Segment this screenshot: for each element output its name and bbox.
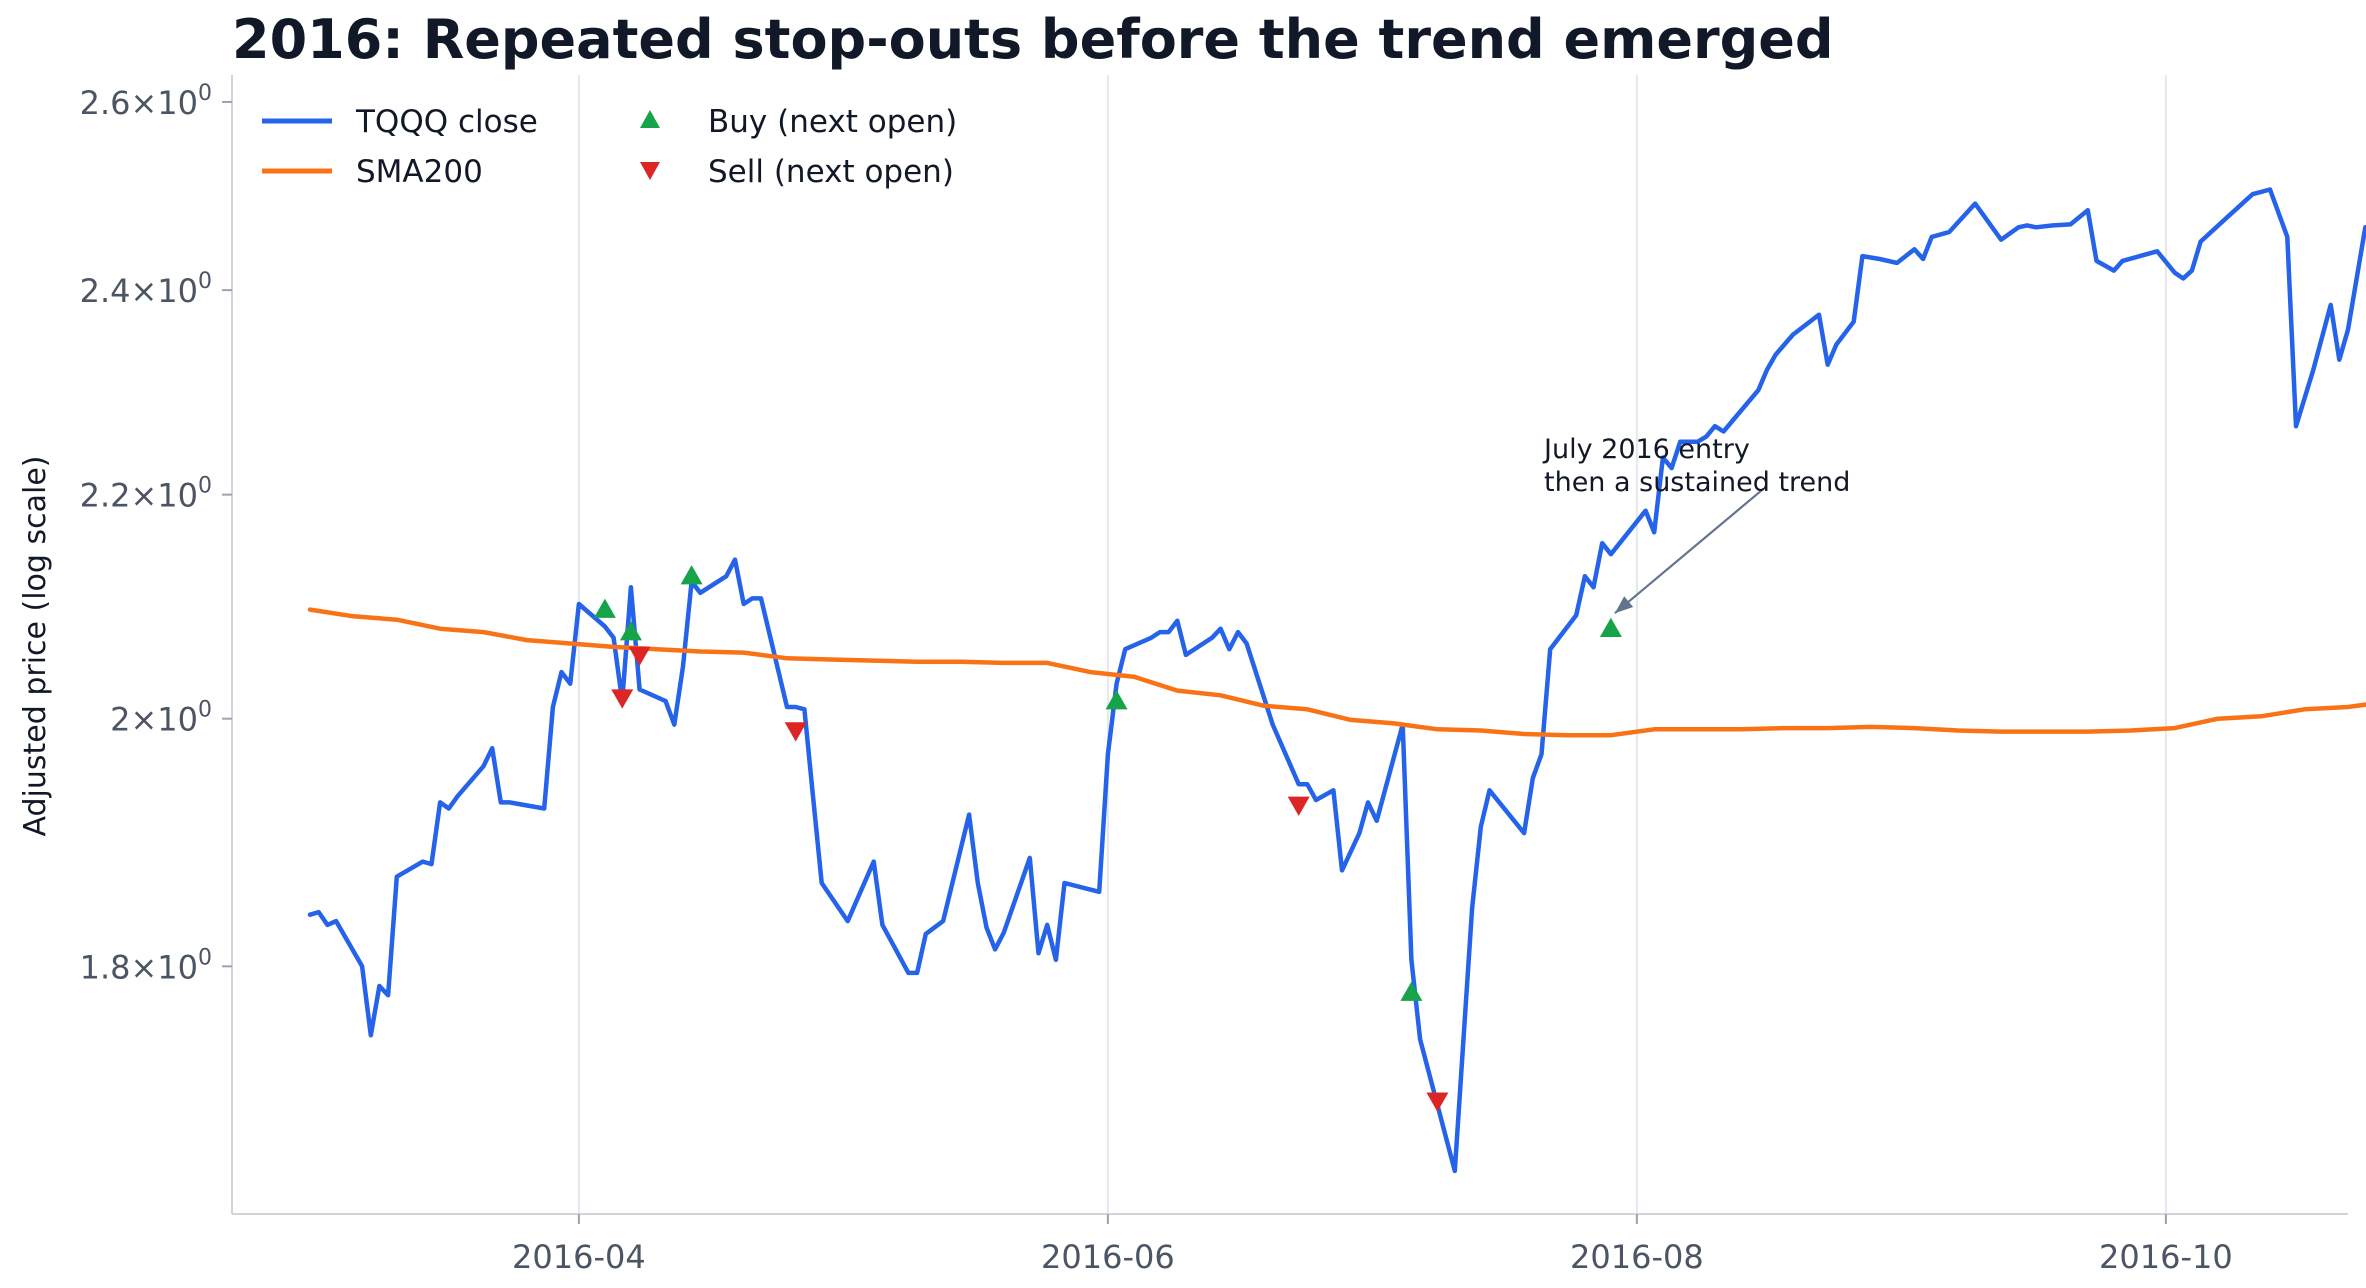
buy-marker	[619, 621, 642, 641]
annotation-arrow	[1614, 487, 1765, 615]
buy-marker	[593, 598, 616, 618]
legend-marker-sell	[640, 162, 660, 180]
x-tick-label: 2016-10	[2099, 1238, 2233, 1276]
sell-marker	[611, 689, 634, 709]
y-tick-label: 1.8×100	[80, 945, 212, 986]
legend-label-sell: Sell (next open)	[708, 154, 954, 190]
x-tick-label: 2016-08	[1570, 1238, 1704, 1276]
axes	[231, 75, 2348, 1215]
buy-marker	[1599, 617, 1622, 637]
y-ticks: 1.8×100 2×100 2.2×100 2.4×100 2.6×100	[80, 81, 232, 986]
buy-marker	[1105, 690, 1128, 710]
sell-marker	[784, 722, 807, 742]
legend-label-buy: Buy (next open)	[708, 104, 957, 140]
y-axis-label: Adjusted price (log scale)	[18, 456, 53, 837]
legend-label-close: TQQQ close	[355, 104, 538, 140]
annotation-line-2: then a sustained trend	[1544, 467, 1850, 498]
series-layer	[307, 187, 2366, 1174]
sell-marker	[1426, 1092, 1449, 1112]
y-tick-label: 2×100	[110, 698, 212, 739]
y-tick-label: 2.2×100	[80, 474, 212, 515]
sell-marker	[1287, 796, 1310, 816]
x-tick-label: 2016-06	[1041, 1238, 1175, 1276]
y-tick-label: 2.4×100	[80, 269, 212, 310]
buy-marker	[680, 565, 703, 585]
x-tick-label: 2016-04	[512, 1238, 646, 1276]
annotation-line-1: July 2016 entry	[1542, 434, 1750, 465]
annotation: July 2016 entry then a sustained trend	[1542, 434, 1850, 615]
buy-marker	[1400, 981, 1423, 1001]
marker-layer	[593, 565, 1622, 1112]
legend: TQQQ close SMA200 Buy (next open) Sell (…	[262, 104, 957, 190]
legend-label-sma: SMA200	[356, 154, 483, 190]
legend-marker-buy	[640, 110, 660, 128]
annotation-arrowhead	[1614, 596, 1634, 614]
series-line-sma	[307, 607, 2366, 738]
x-ticks: 2016-04 2016-06 2016-08 2016-10	[512, 1214, 2233, 1276]
series-line-close	[307, 187, 2366, 1174]
chart-title: 2016: Repeated stop-outs before the tren…	[232, 8, 1834, 71]
y-tick-label: 2.6×100	[80, 81, 212, 122]
sell-marker	[628, 646, 651, 666]
